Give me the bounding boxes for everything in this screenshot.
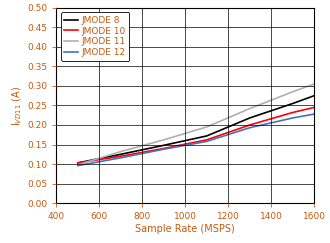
JMODE 11 xyxy=(76,163,80,166)
JMODE 11 xyxy=(291,90,295,93)
JMODE 8 xyxy=(291,102,295,105)
JMODE 10 xyxy=(291,111,295,114)
JMODE 10 xyxy=(119,155,123,158)
JMODE 12 xyxy=(313,113,316,115)
Line: JMODE 12: JMODE 12 xyxy=(78,114,314,166)
JMODE 11 xyxy=(313,82,316,85)
JMODE 10 xyxy=(248,123,252,126)
Line: JMODE 11: JMODE 11 xyxy=(78,84,314,165)
JMODE 11 xyxy=(205,125,209,128)
Line: JMODE 10: JMODE 10 xyxy=(78,107,314,163)
JMODE 8 xyxy=(162,144,166,147)
X-axis label: Sample Rate (MSPS): Sample Rate (MSPS) xyxy=(135,224,235,234)
JMODE 10 xyxy=(162,147,166,150)
JMODE 11 xyxy=(119,150,123,153)
JMODE 12 xyxy=(162,148,166,151)
JMODE 8 xyxy=(205,134,209,137)
JMODE 12 xyxy=(119,156,123,159)
Line: JMODE 8: JMODE 8 xyxy=(78,96,314,163)
JMODE 12 xyxy=(76,164,80,167)
JMODE 11 xyxy=(248,107,252,110)
JMODE 10 xyxy=(76,161,80,164)
JMODE 10 xyxy=(205,138,209,141)
Legend: JMODE 8, JMODE 10, JMODE 11, JMODE 12: JMODE 8, JMODE 10, JMODE 11, JMODE 12 xyxy=(61,12,129,61)
JMODE 8 xyxy=(119,153,123,156)
JMODE 8 xyxy=(313,94,316,97)
JMODE 12 xyxy=(205,140,209,143)
Y-axis label: I$_{VD11}$ (A): I$_{VD11}$ (A) xyxy=(11,85,24,126)
JMODE 8 xyxy=(76,161,80,164)
JMODE 8 xyxy=(248,116,252,119)
JMODE 11 xyxy=(162,138,166,141)
JMODE 12 xyxy=(248,126,252,129)
JMODE 12 xyxy=(291,116,295,119)
JMODE 10 xyxy=(313,106,316,109)
